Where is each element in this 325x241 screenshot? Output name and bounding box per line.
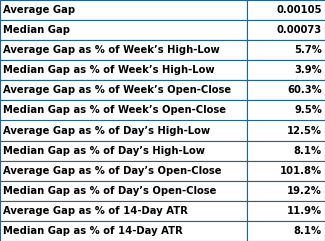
Bar	[0, 40, 247, 60]
Bar	[247, 60, 325, 80]
Text: 5.7%: 5.7%	[294, 45, 322, 55]
Bar	[0, 100, 247, 120]
Text: Average Gap as % of Week’s High-Low: Average Gap as % of Week’s High-Low	[3, 45, 220, 55]
Bar	[0, 221, 247, 241]
Text: Median Gap as % of Week’s Open-Close: Median Gap as % of Week’s Open-Close	[3, 106, 226, 115]
Bar	[247, 181, 325, 201]
Bar	[0, 20, 247, 40]
Bar	[247, 100, 325, 120]
Bar	[0, 120, 247, 141]
Bar	[247, 161, 325, 181]
Text: 60.3%: 60.3%	[287, 85, 322, 95]
Bar	[247, 40, 325, 60]
Bar	[0, 80, 247, 100]
Text: Average Gap as % of 14-Day ATR: Average Gap as % of 14-Day ATR	[3, 206, 188, 216]
Text: Median Gap as % of Day’s Open-Close: Median Gap as % of Day’s Open-Close	[3, 186, 216, 196]
Text: Median Gap as % of 14-Day ATR: Median Gap as % of 14-Day ATR	[3, 226, 183, 236]
Bar	[0, 181, 247, 201]
Text: 12.5%: 12.5%	[287, 126, 322, 135]
Bar	[0, 60, 247, 80]
Bar	[247, 141, 325, 161]
Text: 11.9%: 11.9%	[287, 206, 322, 216]
Bar	[0, 201, 247, 221]
Bar	[247, 0, 325, 20]
Bar	[247, 80, 325, 100]
Text: 8.1%: 8.1%	[294, 226, 322, 236]
Text: Median Gap: Median Gap	[3, 25, 70, 35]
Text: 0.00073: 0.00073	[277, 25, 322, 35]
Text: 8.1%: 8.1%	[294, 146, 322, 156]
Text: 0.00105: 0.00105	[277, 5, 322, 15]
Text: 3.9%: 3.9%	[294, 65, 322, 75]
Bar	[247, 201, 325, 221]
Text: Average Gap: Average Gap	[3, 5, 75, 15]
Bar	[0, 0, 247, 20]
Bar	[247, 221, 325, 241]
Text: Average Gap as % of Day’s Open-Close: Average Gap as % of Day’s Open-Close	[3, 166, 222, 176]
Text: Median Gap as % of Day’s High-Low: Median Gap as % of Day’s High-Low	[3, 146, 205, 156]
Text: 101.8%: 101.8%	[280, 166, 322, 176]
Text: Median Gap as % of Week’s High-Low: Median Gap as % of Week’s High-Low	[3, 65, 215, 75]
Text: 19.2%: 19.2%	[287, 186, 322, 196]
Text: Average Gap as % of Day’s High-Low: Average Gap as % of Day’s High-Low	[3, 126, 210, 135]
Bar	[0, 161, 247, 181]
Text: 9.5%: 9.5%	[294, 106, 322, 115]
Bar	[247, 120, 325, 141]
Bar	[247, 20, 325, 40]
Bar	[0, 141, 247, 161]
Text: Average Gap as % of Week’s Open-Close: Average Gap as % of Week’s Open-Close	[3, 85, 231, 95]
